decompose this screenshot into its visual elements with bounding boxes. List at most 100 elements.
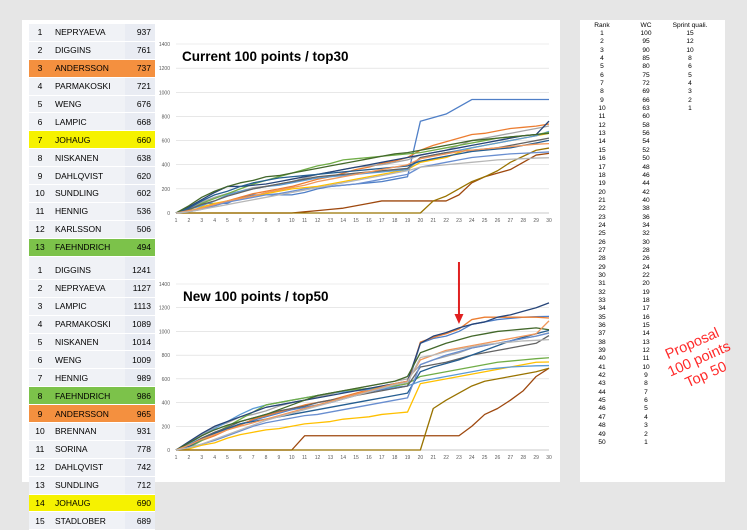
rank-cell: 13 bbox=[29, 238, 51, 257]
proposal-rank-cell: 17 bbox=[598, 163, 606, 171]
proposal-sprint-cell bbox=[668, 164, 712, 172]
new-row: 12 DAHLQVIST 742 bbox=[29, 458, 155, 477]
proposal-header-cell: WC bbox=[640, 21, 652, 29]
current-row: 7 JOHAUG 660 bbox=[29, 130, 155, 150]
name-cell: PARMAKOSKI bbox=[51, 315, 125, 334]
rank-cell: 2 bbox=[29, 279, 51, 298]
rank-cell: 5 bbox=[29, 333, 51, 352]
proposal-rank-cell: 15 bbox=[598, 146, 606, 154]
y-tick-label: 800 bbox=[162, 353, 171, 359]
proposal-rank-cell: 5 bbox=[600, 63, 604, 71]
points-cell: 1009 bbox=[125, 350, 155, 370]
proposal-row: 3 90 10 bbox=[580, 47, 712, 55]
x-tick-label: 15 bbox=[353, 218, 359, 224]
proposal-rank-cell: 48 bbox=[598, 422, 606, 430]
x-tick-label: 23 bbox=[456, 218, 462, 224]
proposal-row: 41 10 bbox=[580, 364, 712, 372]
proposal-wc-cell: 100 bbox=[640, 30, 652, 37]
proposal-row: 30 22 bbox=[580, 272, 712, 280]
y-tick-label: 200 bbox=[162, 187, 171, 193]
new-row: 4 PARMAKOSKI 1089 bbox=[29, 315, 155, 334]
proposal-row: 9 66 2 bbox=[580, 97, 712, 105]
x-tick-label: 24 bbox=[469, 218, 475, 224]
proposal-wc-cell: 12 bbox=[642, 347, 650, 355]
proposal-row: 32 19 bbox=[580, 289, 712, 297]
proposal-rank-cell: 42 bbox=[598, 372, 606, 380]
y-tick-label: 1400 bbox=[159, 42, 170, 48]
proposal-rank-cell: 47 bbox=[598, 413, 606, 421]
proposal-wc-cell: 3 bbox=[644, 422, 648, 430]
proposal-rank-cell: 43 bbox=[598, 380, 606, 388]
proposal-sprint-cell bbox=[668, 405, 712, 413]
current-row: 10 SUNDLING 602 bbox=[29, 184, 155, 203]
proposal-rank-cell: 35 bbox=[598, 313, 606, 321]
y-tick-label: 1400 bbox=[159, 282, 170, 288]
proposal-rank-cell: 37 bbox=[598, 330, 606, 338]
proposal-rank-cell: 36 bbox=[598, 322, 606, 330]
proposal-wc-cell: 34 bbox=[642, 221, 650, 229]
proposal-row: 33 18 bbox=[580, 297, 712, 305]
x-tick-label: 4 bbox=[213, 218, 216, 224]
name-cell: ANDERSSON bbox=[51, 59, 125, 78]
y-tick-label: 400 bbox=[162, 163, 171, 169]
series-line bbox=[175, 157, 550, 214]
new-row: 5 NISKANEN 1014 bbox=[29, 333, 155, 352]
proposal-rank-cell: 7 bbox=[600, 80, 604, 88]
x-tick-label: 8 bbox=[265, 218, 268, 224]
current-row: 3 ANDERSSON 737 bbox=[29, 59, 155, 78]
name-cell: PARMAKOSKI bbox=[51, 77, 125, 96]
series-line bbox=[175, 338, 550, 451]
proposal-sprint-cell bbox=[668, 414, 712, 422]
proposal-row: 39 12 bbox=[580, 347, 712, 355]
proposal-rank-cell: 31 bbox=[598, 280, 606, 288]
proposal-row: 24 34 bbox=[580, 222, 712, 230]
proposal-rank-cell: 49 bbox=[598, 430, 606, 438]
points-cell: 1014 bbox=[125, 333, 155, 352]
proposal-sprint-cell bbox=[668, 439, 712, 447]
rank-cell: 9 bbox=[29, 166, 51, 186]
rank-cell: 5 bbox=[29, 95, 51, 114]
proposal-row: 1 100 15 bbox=[580, 30, 712, 38]
proposal-sprint-cell bbox=[668, 297, 712, 305]
proposal-wc-cell: 7 bbox=[644, 388, 648, 396]
proposal-wc-cell: 16 bbox=[642, 313, 650, 321]
proposal-rank-cell: 44 bbox=[598, 388, 606, 396]
series-line bbox=[175, 120, 550, 214]
rank-cell: 1 bbox=[29, 262, 51, 280]
proposal-sprint-cell: 6 bbox=[688, 63, 692, 71]
new-row: 1 DIGGINS 1241 bbox=[29, 262, 155, 280]
proposal-rank-cell: 41 bbox=[598, 363, 606, 371]
proposal-rank-cell: 2 bbox=[600, 38, 604, 46]
rank-cell: 12 bbox=[29, 220, 51, 239]
rank-cell: 7 bbox=[29, 368, 51, 388]
proposal-rank-cell: 8 bbox=[600, 88, 604, 96]
x-tick-label: 21 bbox=[430, 218, 436, 224]
rank-cell: 12 bbox=[29, 458, 51, 477]
proposal-wc-cell: 56 bbox=[642, 130, 650, 138]
proposal-sprint-cell: 2 bbox=[688, 96, 692, 104]
proposal-wc-cell: 80 bbox=[642, 63, 650, 71]
y-tick-label: 200 bbox=[162, 424, 171, 430]
series-line bbox=[176, 367, 550, 451]
points-cell: 494 bbox=[125, 238, 155, 257]
new-row: 7 HENNIG 989 bbox=[29, 368, 155, 388]
proposal-sprint-cell bbox=[668, 272, 712, 280]
proposal-wc-cell: 30 bbox=[642, 238, 650, 246]
proposal-wc-cell: 15 bbox=[642, 322, 650, 330]
proposal-row: 6 75 5 bbox=[580, 72, 712, 80]
proposal-sprint-cell bbox=[668, 214, 712, 222]
proposal-row: 36 15 bbox=[580, 322, 712, 330]
proposal-sprint-cell bbox=[668, 422, 712, 430]
proposal-sprint-cell bbox=[668, 138, 712, 146]
proposal-sprint-cell bbox=[668, 197, 712, 205]
name-cell: NISKANEN bbox=[51, 333, 125, 352]
rank-cell: 6 bbox=[29, 350, 51, 370]
series-line bbox=[175, 142, 550, 214]
new-row: 2 NEPRYAEVA 1127 bbox=[29, 279, 155, 298]
x-tick-label: 19 bbox=[405, 455, 411, 461]
series-line bbox=[175, 361, 550, 451]
x-tick-label: 18 bbox=[392, 218, 398, 224]
x-tick-label: 28 bbox=[520, 218, 526, 224]
name-cell: BRENNAN bbox=[51, 422, 125, 441]
proposal-wc-cell: 6 bbox=[644, 397, 648, 405]
